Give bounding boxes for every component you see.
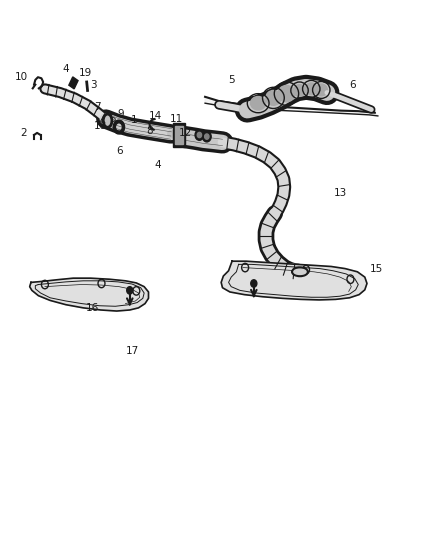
Text: 6: 6 xyxy=(349,79,356,90)
Ellipse shape xyxy=(305,83,318,95)
Bar xyxy=(173,123,185,147)
Text: 3: 3 xyxy=(90,80,97,90)
Text: 2: 2 xyxy=(21,128,27,138)
Ellipse shape xyxy=(266,91,281,106)
Text: 7: 7 xyxy=(94,102,100,112)
Text: 19: 19 xyxy=(78,69,92,78)
Text: 14: 14 xyxy=(149,111,162,121)
Text: 18: 18 xyxy=(94,121,107,131)
Ellipse shape xyxy=(293,85,306,96)
Ellipse shape xyxy=(105,116,111,125)
Text: 15: 15 xyxy=(370,264,383,273)
Text: 5: 5 xyxy=(109,114,116,124)
Ellipse shape xyxy=(292,267,308,277)
Bar xyxy=(69,77,78,89)
Text: 17: 17 xyxy=(125,346,138,357)
Text: 12: 12 xyxy=(178,128,192,138)
Circle shape xyxy=(202,131,211,142)
Circle shape xyxy=(127,287,133,294)
Circle shape xyxy=(195,130,204,140)
Text: 4: 4 xyxy=(63,64,69,74)
Text: 5: 5 xyxy=(228,75,234,85)
Text: 10: 10 xyxy=(14,71,28,82)
Circle shape xyxy=(197,132,201,138)
Text: 1: 1 xyxy=(131,115,138,125)
Polygon shape xyxy=(30,278,148,311)
Circle shape xyxy=(251,280,257,287)
Ellipse shape xyxy=(315,84,327,96)
Ellipse shape xyxy=(251,96,266,110)
Circle shape xyxy=(205,134,209,139)
Text: 16: 16 xyxy=(86,303,99,313)
Text: 11: 11 xyxy=(170,114,183,124)
Polygon shape xyxy=(205,97,378,116)
Bar xyxy=(175,126,183,144)
Ellipse shape xyxy=(278,85,295,102)
Text: 4: 4 xyxy=(155,160,161,169)
Polygon shape xyxy=(221,261,367,300)
Text: 9: 9 xyxy=(118,109,124,119)
Text: 6: 6 xyxy=(117,146,123,156)
Text: 13: 13 xyxy=(333,188,346,198)
Ellipse shape xyxy=(294,269,306,274)
Text: 8: 8 xyxy=(146,126,153,136)
